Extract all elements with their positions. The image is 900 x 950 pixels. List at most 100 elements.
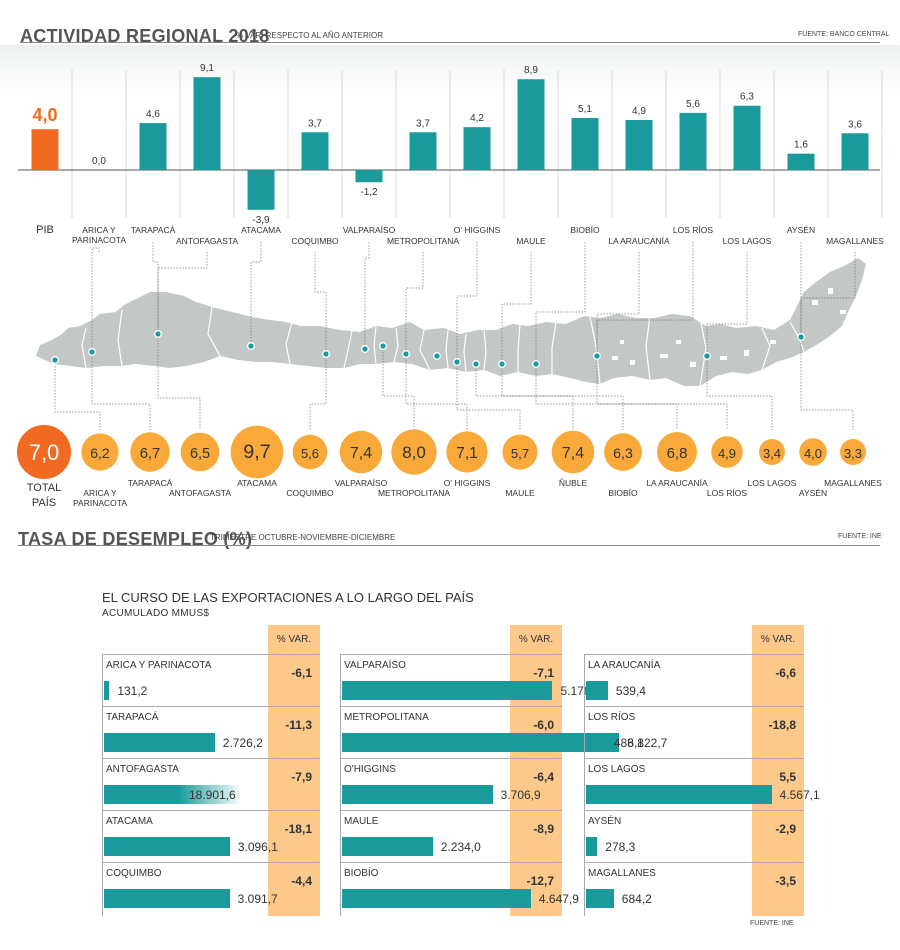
unemployment-category-biobio: BIOBÍO xyxy=(608,488,638,498)
var-header: % VAR. xyxy=(276,634,312,645)
row-separator xyxy=(102,758,320,759)
export-value: 3.096,1 xyxy=(237,840,278,854)
unemployment-category-la-araucania: LA ARAUCANÍA xyxy=(646,478,708,488)
activity-value-o-higgins: 4,2 xyxy=(470,113,484,124)
map-dots xyxy=(51,330,805,368)
activity-bar-maule xyxy=(517,79,545,170)
activity-bar-metropolitana xyxy=(409,132,437,170)
export-bar-atacama xyxy=(104,837,230,856)
unemployment-category-nuble: ÑUBLE xyxy=(559,478,588,488)
leader-line xyxy=(596,356,728,430)
activity-bar-valparaiso xyxy=(355,170,383,183)
leader-line xyxy=(456,362,521,430)
unemployment-value-los-rios: 4,9 xyxy=(718,446,736,461)
var-column-bg xyxy=(510,625,562,916)
unemployment-category-valparaiso: VALPARAÍSO xyxy=(335,478,388,488)
unemployment-bubble-maule xyxy=(502,434,538,470)
export-value: 131,2 xyxy=(117,684,148,698)
export-bar-valparaiso xyxy=(342,681,553,700)
map-dot xyxy=(593,352,601,360)
activity-value-atacama: -3,9 xyxy=(252,215,270,226)
chile-map-shape xyxy=(36,258,866,386)
activity-category-metropolitana: METROPOLITANA xyxy=(387,236,459,246)
activity-value-biobio: 5,1 xyxy=(578,104,592,115)
export-bar-metropolitana xyxy=(342,733,620,752)
activity-value-los-rios: 5,6 xyxy=(686,99,700,110)
activity-category-los-rios: LOS RÍOS xyxy=(673,225,713,235)
unemployment-header-line xyxy=(18,545,880,546)
var-header: % VAR. xyxy=(760,634,796,645)
activity-bar-los-rios xyxy=(679,112,707,170)
activity-title: ACTIVIDAD REGIONAL 2018 xyxy=(20,26,270,46)
activity-bar-atacama xyxy=(247,170,275,210)
export-var-value: -12,7 xyxy=(526,874,554,888)
unemployment-bubble-coquimbo xyxy=(292,434,328,470)
activity-value-valparaiso: -1,2 xyxy=(360,187,378,198)
unemployment-bubble-metropolitana xyxy=(391,429,437,475)
export-bar-los-rios xyxy=(586,733,606,752)
export-region-name: METROPOLITANA xyxy=(344,712,429,723)
export-bar-la-araucania xyxy=(586,681,608,700)
unemployment-value-tarapaca: 6,7 xyxy=(140,446,161,462)
unemployment-category-maule: MAULE xyxy=(505,488,535,498)
export-value: 278,3 xyxy=(605,840,636,854)
unemployment-bubble-magallanes xyxy=(840,439,866,465)
unemployment-subtitle: TRIMESTRE OCTUBRE-NOVIEMBRE-DICIEMBRE xyxy=(210,533,396,542)
unemployment-bubble-arica-y-parinacota xyxy=(81,433,119,471)
activity-value-la-araucania: 4,9 xyxy=(632,106,646,117)
unemployment-category-o-higgins: O' HIGGINS xyxy=(444,478,491,488)
export-bar-aysen xyxy=(586,837,598,856)
activity-value-arica-y-parinacota: 0,0 xyxy=(92,156,106,167)
leader-line xyxy=(800,252,856,337)
leader-line xyxy=(54,360,101,430)
row-separator xyxy=(340,654,562,655)
activity-bar-tarapaca xyxy=(139,123,167,170)
leader-line xyxy=(405,354,468,430)
export-region-name: O'HIGGINS xyxy=(344,764,396,775)
leader-line xyxy=(152,242,159,334)
map-dot xyxy=(402,350,410,358)
export-value: 18.901,6 xyxy=(189,788,236,802)
leader-line xyxy=(405,252,424,354)
export-var-value: -6,4 xyxy=(533,770,554,784)
unemployment-bubbles: 7,0 TOTAL PAÍS 6,2 ARICA Y PARINACOTA 6,7 TARAP… xyxy=(17,425,882,509)
export-value: 3.706,9 xyxy=(500,788,541,802)
activity-category-antofagasta: ANTOFAGASTA xyxy=(176,236,238,246)
unemployment-category-los-lagos: LOS LAGOS xyxy=(748,478,797,488)
activity-value-antofagasta: 9,1 xyxy=(200,63,214,74)
export-bar-los-lagos xyxy=(586,785,772,804)
export-value: 4.567,1 xyxy=(779,788,820,802)
unemployment-title: TASA DE DESEMPLEO (%) xyxy=(18,529,253,549)
activity-bar-pib xyxy=(31,129,59,170)
unemployment-value-nuble: 7,4 xyxy=(562,445,584,462)
row-separator xyxy=(340,862,562,863)
unemployment-category-los-rios: LOS RÍOS xyxy=(707,488,747,498)
activity-bar-los-lagos xyxy=(733,105,761,170)
activity-bar-biobio xyxy=(571,117,599,170)
unemployment-bubble-valparaiso xyxy=(339,430,383,474)
export-value: 488,1 xyxy=(613,736,644,750)
export-value: 3.091,7 xyxy=(237,892,278,906)
unemployment-bubble-atacama xyxy=(230,425,284,479)
export-region-name: LOS LAGOS xyxy=(588,764,646,775)
row-separator xyxy=(340,758,562,759)
map-dot xyxy=(361,345,369,353)
unemployment-value-atacama: 9,7 xyxy=(243,441,270,463)
leader-line xyxy=(535,242,586,364)
row-separator xyxy=(584,810,804,811)
unemployment-category-tarapaca: TARAPACÁ xyxy=(128,478,173,488)
activity-source: FUENTE: BANCO CENTRAL xyxy=(798,31,890,38)
export-region-name: MAGALLANES xyxy=(588,868,656,879)
export-region-name: VALPARAÍSO xyxy=(344,660,406,671)
unemployment-value-total-pais: 7,0 xyxy=(29,440,60,465)
export-var-value: -18,8 xyxy=(768,718,796,732)
leader-line xyxy=(91,247,100,352)
activity-category-atacama: ATACAMA xyxy=(241,225,281,235)
export-region-name: LA ARAUCANÍA xyxy=(588,660,661,671)
export-var-value: -4,4 xyxy=(291,874,312,888)
unemployment-value-magallanes: 3,3 xyxy=(844,446,862,461)
export-var-value: -11,3 xyxy=(285,718,312,732)
row-separator xyxy=(584,654,804,655)
unemployment-value-o-higgins: 7,1 xyxy=(456,445,477,462)
export-region-name: MAULE xyxy=(344,816,379,827)
